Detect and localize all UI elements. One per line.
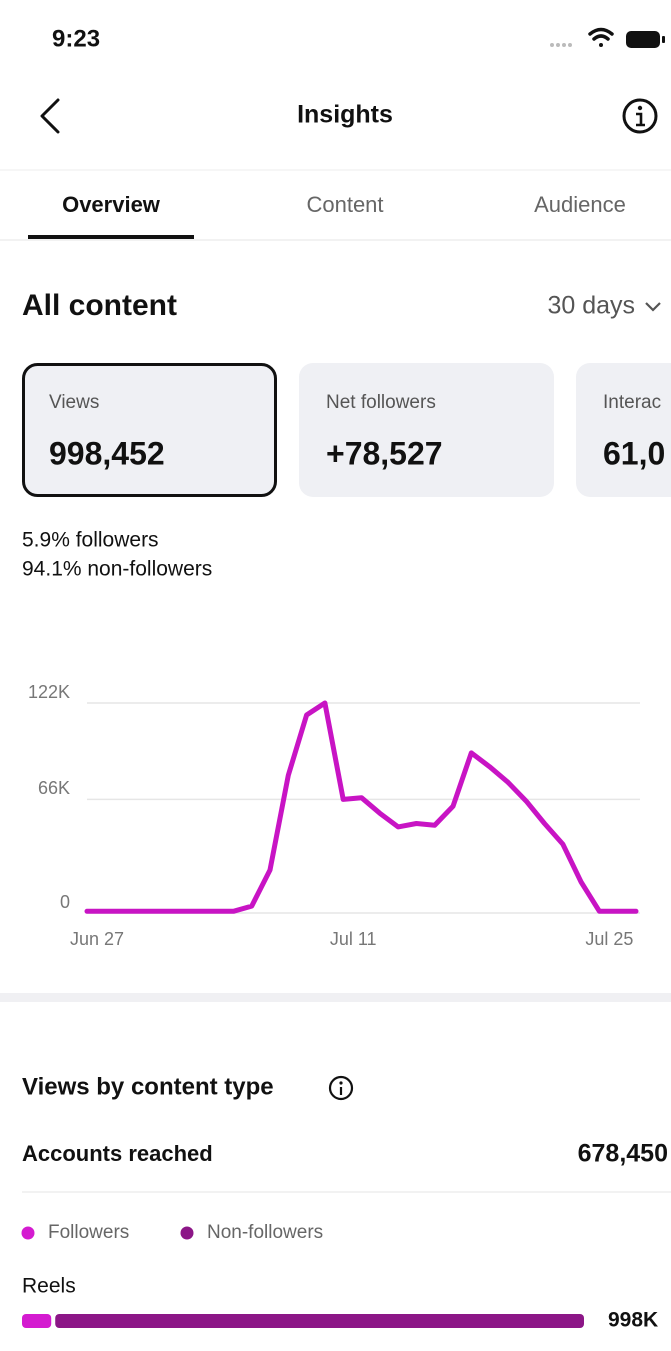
card[interactable] <box>22 363 277 497</box>
line-series <box>84 700 639 914</box>
card-value: 998,452 <box>49 435 165 471</box>
y-tick-label: 0 <box>60 892 70 912</box>
tab[interactable]: Audience <box>534 192 626 217</box>
card-value: +78,527 <box>326 435 443 471</box>
bar-segment <box>22 1314 52 1328</box>
info-button[interactable] <box>622 98 658 134</box>
card[interactable] <box>299 363 554 497</box>
reached-label: Accounts reached <box>22 1141 213 1166</box>
section-title: All content <box>22 289 177 322</box>
card-label: Views <box>49 392 99 413</box>
section-title: Views by content type <box>22 1073 274 1100</box>
header-title: Insights <box>297 101 393 129</box>
x-tick-label: Jul 25 <box>585 929 633 949</box>
tab[interactable]: Content <box>306 192 383 217</box>
card-value: 61,0 <box>603 435 665 471</box>
breakdown-text: 94.1% non-followers <box>22 558 212 581</box>
reached-value: 678,450 <box>578 1140 668 1168</box>
y-tick-label: 66K <box>38 778 70 798</box>
legend-swatch <box>21 1226 35 1240</box>
total-label: 998K <box>608 1309 658 1332</box>
legend-label: Followers <box>48 1222 129 1243</box>
battery-tip <box>662 36 665 43</box>
y-tick-label: 122K <box>28 682 70 702</box>
wifi-icon <box>588 27 614 47</box>
tab[interactable]: Overview <box>62 192 161 217</box>
signal <box>550 43 572 47</box>
legend-label: Non-followers <box>207 1222 323 1243</box>
card-label: Net followers <box>326 392 436 413</box>
back-button[interactable] <box>40 98 60 134</box>
tab-indicator <box>28 235 194 239</box>
battery-icon <box>626 31 660 48</box>
bar-segment <box>55 1314 585 1328</box>
x-tick-label: Jul 11 <box>330 929 377 949</box>
info-icon[interactable] <box>328 1075 354 1101</box>
section-separator <box>0 993 671 1002</box>
legend-swatch <box>180 1226 194 1240</box>
card-label: Interac <box>603 392 661 413</box>
breakdown-text: 5.9% followers <box>22 529 159 552</box>
range-selector[interactable]: 30 days <box>547 292 635 320</box>
range-chevron[interactable] <box>645 302 661 312</box>
x-tick-label: Jun 27 <box>70 929 124 949</box>
category-label: Reels <box>22 1275 76 1298</box>
card[interactable] <box>576 363 671 497</box>
time: 9:23 <box>52 25 100 52</box>
